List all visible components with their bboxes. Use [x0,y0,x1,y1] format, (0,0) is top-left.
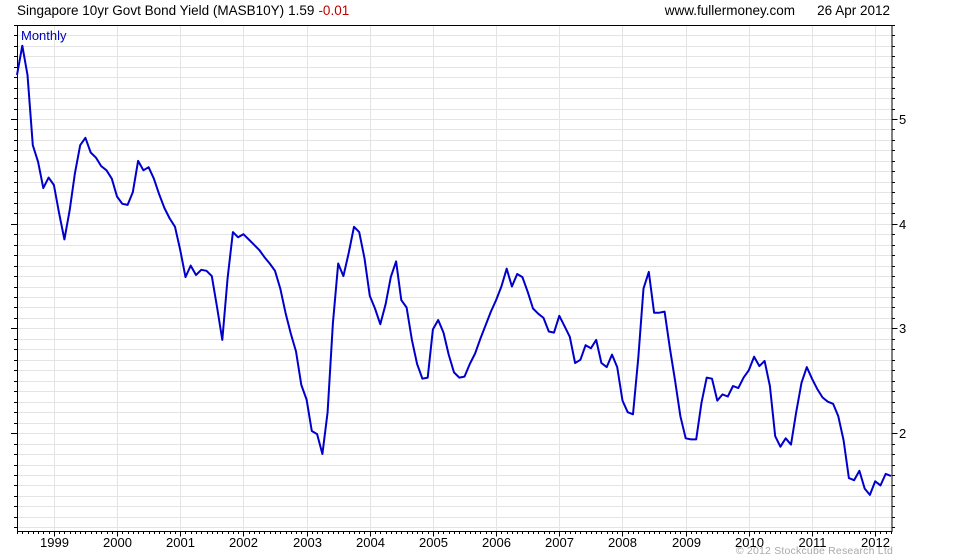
svg-text:4: 4 [899,217,906,232]
copyright-label: © 2012 Stockcube Research Ltd [735,545,893,557]
svg-text:2009: 2009 [672,535,701,550]
svg-text:2010: 2010 [735,535,764,550]
chart-header: Singapore 10yr Govt Bond Yield (MASB10Y)… [0,0,980,24]
svg-text:2005: 2005 [419,535,448,550]
svg-text:2004: 2004 [356,535,385,550]
svg-text:2007: 2007 [545,535,574,550]
h-gridlines [17,25,892,528]
svg-text:2012: 2012 [861,535,890,550]
svg-text:2008: 2008 [608,535,637,550]
last-value: 1.59 [288,3,315,18]
website-label: www.fullermoney.com [664,3,795,18]
frequency-label: Monthly [21,28,67,43]
v-gridlines-and-year-labels: 1999 2000 2001 2002 2003 2004 2005 2006 2007 2008… [40,25,890,550]
svg-text:5: 5 [899,112,906,127]
title-block: Singapore 10yr Govt Bond Yield (MASB10Y)… [17,3,353,18]
svg-text:2: 2 [899,426,906,441]
svg-text:2011: 2011 [799,535,827,550]
chart-title: Singapore 10yr Govt Bond Yield (MASB10Y) [17,3,285,18]
date-label: 26 Apr 2012 [817,3,890,18]
svg-text:2006: 2006 [482,535,511,550]
svg-text:2002: 2002 [229,535,258,550]
svg-text:2003: 2003 [293,535,322,550]
svg-text:2001: 2001 [166,535,195,550]
yield-series-line [16,44,892,496]
svg-text:3: 3 [899,321,906,336]
svg-text:2000: 2000 [103,535,132,550]
svg-text:1999: 1999 [40,535,69,550]
change-value: -0.01 [318,3,350,18]
plot-border [17,25,893,532]
